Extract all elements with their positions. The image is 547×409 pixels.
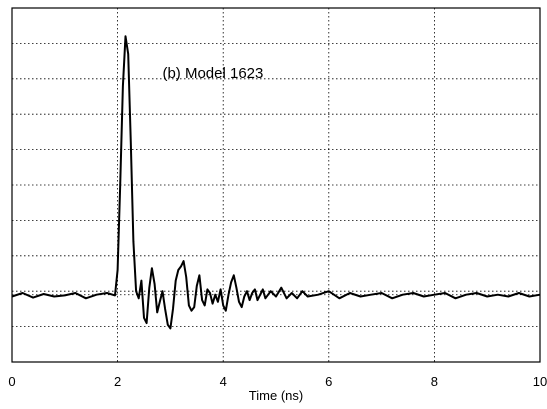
x-tick-labels: 0 2 4 6 8 10 xyxy=(8,374,547,389)
plot-frame xyxy=(11,7,541,363)
chart-annotation: (b) Model 1623 xyxy=(162,65,263,82)
grid-layer xyxy=(12,8,540,362)
x-tick-label: 0 xyxy=(8,374,15,389)
x-axis-label: Time (ns) xyxy=(249,388,303,403)
x-tick-label: 4 xyxy=(220,374,227,389)
waveform-trace xyxy=(11,35,541,330)
x-tick-label: 2 xyxy=(114,374,121,389)
x-tick-label: 10 xyxy=(533,374,547,389)
x-tick-label: 6 xyxy=(325,374,332,389)
x-tick-label: 8 xyxy=(431,374,438,389)
